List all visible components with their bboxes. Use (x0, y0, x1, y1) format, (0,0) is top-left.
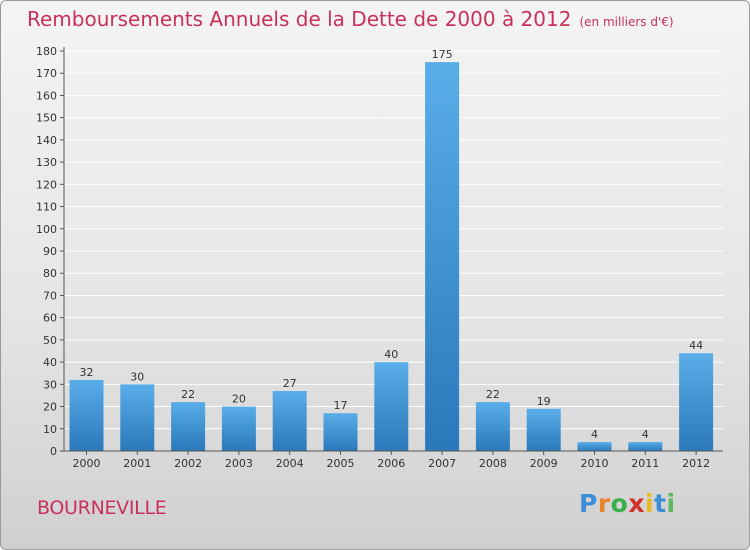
x-tick-label: 2012 (682, 457, 710, 470)
bar-2009 (526, 408, 561, 451)
bar-2010 (577, 442, 612, 451)
x-tick-label: 2003 (225, 457, 253, 470)
bar-2011 (628, 442, 663, 451)
bar-value-label: 17 (334, 399, 348, 412)
y-tick-label: 170 (36, 67, 57, 80)
logo-letter: i (666, 489, 676, 518)
axes: 0 10 20 30 40 50 60 70 80 90 100 110 120 130 140 150 160… (36, 45, 723, 470)
bar-value-label: 19 (537, 395, 551, 408)
bar-value-label: 30 (130, 370, 144, 383)
proxiti-logo: Proxiti (579, 489, 676, 518)
y-tick-label: 10 (43, 423, 57, 436)
chart-title-text: Remboursements Annuels de la Dette de 20… (27, 7, 572, 31)
x-tick-label: 2009 (530, 457, 558, 470)
x-tick-label: 2002 (174, 457, 202, 470)
logo-letter: x (628, 489, 645, 518)
y-tick-label: 90 (43, 245, 57, 258)
x-tick-label: 2001 (123, 457, 151, 470)
y-tick-label: 80 (43, 267, 57, 280)
y-tick-label: 0 (50, 445, 57, 458)
bar-value-label: 27 (283, 377, 297, 390)
y-tick-label: 140 (36, 134, 57, 147)
y-tick-label: 50 (43, 334, 57, 347)
bar-value-label: 40 (384, 348, 398, 361)
bar-value-label: 44 (689, 339, 703, 352)
bar-value-label: 4 (642, 428, 649, 441)
commune-name: BOURNEVILLE (37, 497, 167, 519)
x-tick-label: 2004 (276, 457, 304, 470)
logo-letter: o (610, 489, 629, 518)
bar-2000 (69, 379, 104, 451)
y-tick-label: 160 (36, 89, 57, 102)
bar-2002 (171, 402, 206, 451)
x-tick-label: 2006 (377, 457, 405, 470)
bar-value-label: 22 (486, 388, 500, 401)
bar-2008 (475, 402, 510, 451)
y-tick-label: 60 (43, 312, 57, 325)
bar-value-label: 22 (181, 388, 195, 401)
logo-letter: i (645, 489, 655, 518)
logo-letter: r (597, 489, 611, 518)
bar-value-label: 175 (432, 48, 453, 61)
x-tick-label: 2008 (479, 457, 507, 470)
y-tick-label: 120 (36, 178, 57, 191)
x-tick-label: 2010 (581, 457, 609, 470)
bar-2004 (272, 391, 307, 451)
bars (69, 62, 714, 451)
y-tick-label: 40 (43, 356, 57, 369)
y-tick-label: 180 (36, 45, 57, 58)
chart-title: Remboursements Annuels de la Dette de 20… (27, 7, 674, 31)
bar-value-label: 20 (232, 393, 246, 406)
x-tick-label: 2011 (631, 457, 659, 470)
chart-unit-label: (en milliers d'€) (579, 15, 674, 29)
y-tick-label: 70 (43, 289, 57, 302)
bar-2001 (120, 384, 155, 451)
y-tick-label: 20 (43, 401, 57, 414)
bar-2005 (323, 413, 358, 451)
x-tick-label: 2000 (73, 457, 101, 470)
x-tick-label: 2005 (327, 457, 355, 470)
bar-2003 (221, 406, 256, 451)
bar-value-label: 4 (591, 428, 598, 441)
logo-letter: P (579, 489, 598, 518)
y-tick-label: 110 (36, 201, 57, 214)
bar-2012 (679, 353, 714, 451)
bar-value-label: 32 (80, 366, 94, 379)
x-tick-label: 2007 (428, 457, 456, 470)
logo-letter: t (654, 489, 667, 518)
bar-2007 (425, 62, 460, 451)
y-tick-label: 30 (43, 378, 57, 391)
y-tick-label: 150 (36, 112, 57, 125)
y-tick-label: 100 (36, 223, 57, 236)
y-tick-label: 130 (36, 156, 57, 169)
bar-2006 (374, 362, 409, 451)
